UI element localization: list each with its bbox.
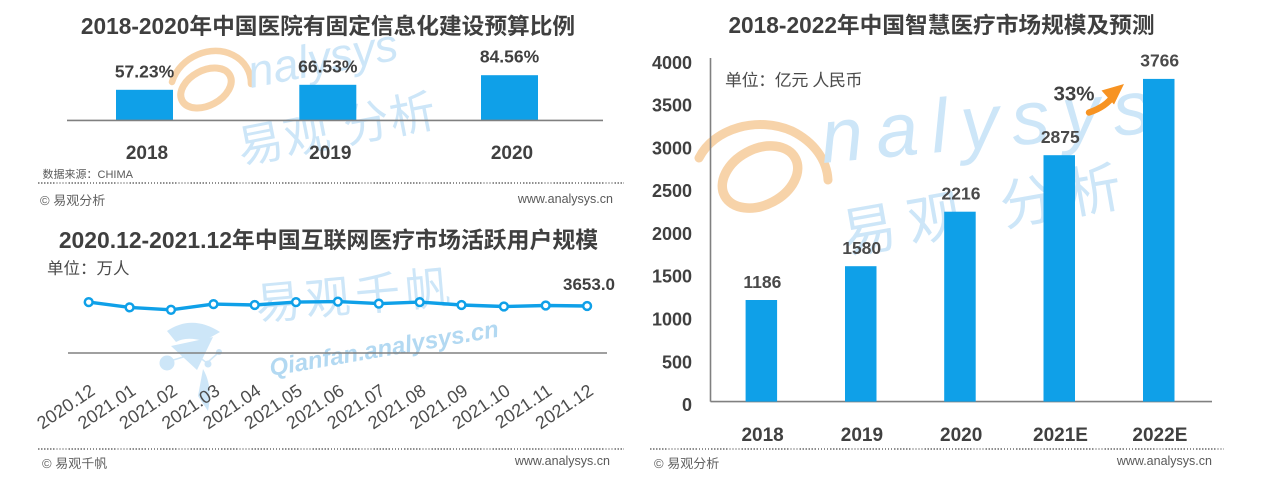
svg-text:2018: 2018 <box>741 425 783 446</box>
svg-text:1500: 1500 <box>652 267 692 287</box>
svg-text:3766: 3766 <box>1140 51 1179 71</box>
svg-text:3000: 3000 <box>652 138 692 158</box>
svg-text:66.53%: 66.53% <box>298 56 358 76</box>
svg-text:3500: 3500 <box>652 96 692 116</box>
svg-text:84.56%: 84.56% <box>480 47 540 67</box>
svg-text:2022E: 2022E <box>1132 425 1187 446</box>
svg-text:2875: 2875 <box>1041 127 1080 147</box>
svg-text:2019: 2019 <box>309 143 351 164</box>
svg-text:33%: 33% <box>1053 83 1094 106</box>
svg-text:2021E: 2021E <box>1033 425 1088 446</box>
svg-text:2216: 2216 <box>942 184 981 204</box>
svg-text:2020: 2020 <box>491 143 533 164</box>
svg-text:500: 500 <box>662 352 692 372</box>
svg-text:1000: 1000 <box>652 310 692 330</box>
svg-text:1580: 1580 <box>842 238 881 258</box>
svg-text:57.23%: 57.23% <box>115 61 175 81</box>
svg-text:2000: 2000 <box>652 224 692 244</box>
svg-text:0: 0 <box>682 395 692 415</box>
svg-text:1186: 1186 <box>743 272 781 292</box>
svg-text:2018: 2018 <box>126 143 168 164</box>
svg-text:2020: 2020 <box>940 425 982 446</box>
svg-text:易观千帆: 易观千帆 <box>253 262 457 330</box>
svg-text:2500: 2500 <box>652 181 692 201</box>
svg-text:2019: 2019 <box>841 425 883 446</box>
svg-text:4000: 4000 <box>652 53 692 73</box>
